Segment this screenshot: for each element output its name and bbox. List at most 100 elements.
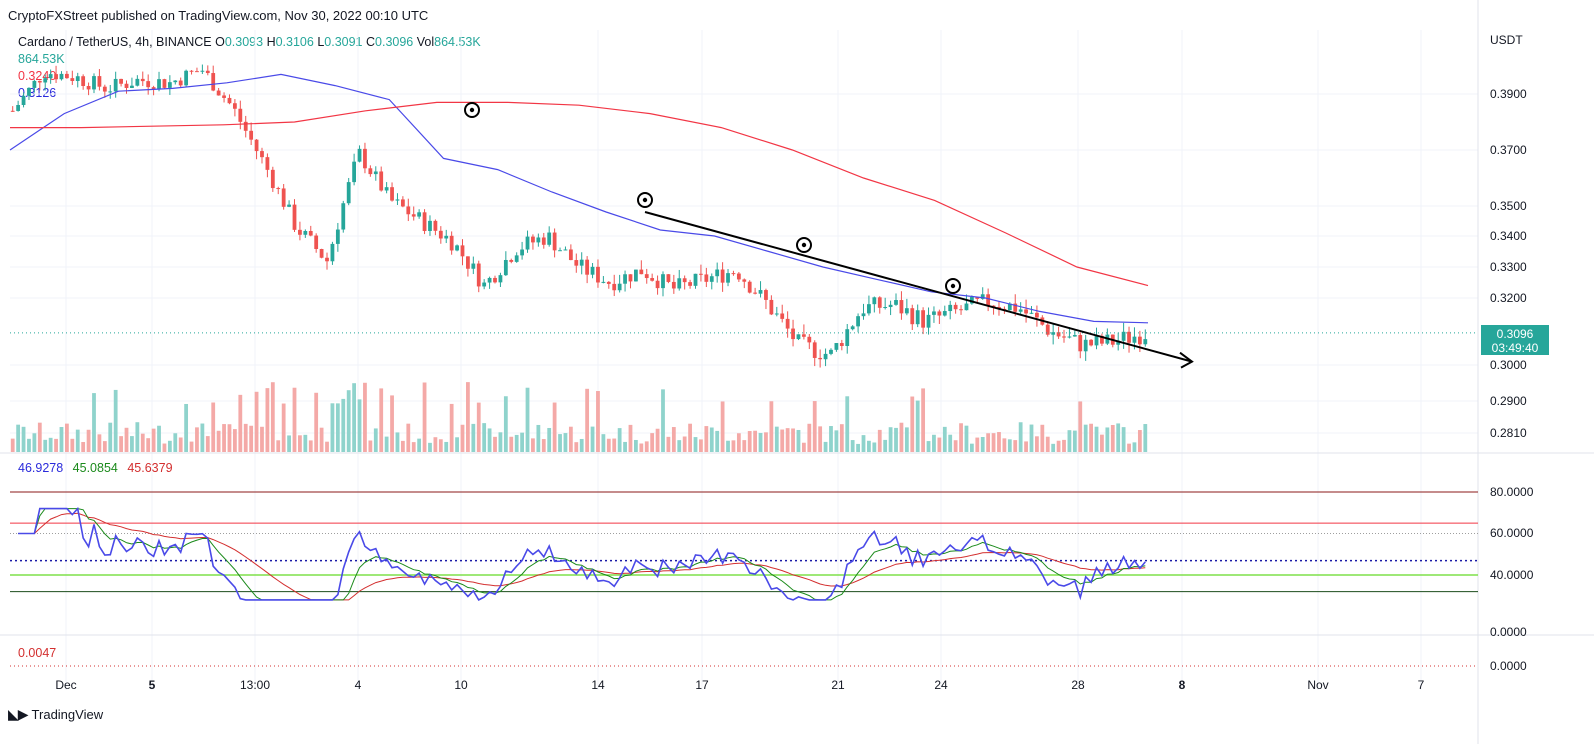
candle-body (915, 310, 920, 325)
candle-body (883, 307, 888, 309)
candle-body (1094, 335, 1099, 346)
time-tick-label: 4 (355, 678, 362, 692)
candle-body (227, 97, 232, 104)
volume-bar (97, 434, 102, 452)
candle-body (888, 304, 893, 308)
candle-body (536, 237, 541, 243)
volume-bar (249, 425, 254, 452)
time-tick-label: 7 (1418, 678, 1425, 692)
trendline-arrowhead (1179, 351, 1194, 369)
candle-body (552, 232, 557, 251)
candle-body (514, 255, 519, 262)
volume-bar (769, 401, 774, 452)
candle-body (991, 305, 996, 307)
candle-body (455, 245, 459, 251)
volume-bar (319, 427, 324, 452)
footer-brand[interactable]: ◣▶ TradingView (8, 706, 103, 723)
candle-body (276, 188, 281, 190)
candle-body (86, 85, 91, 90)
candle-body (1029, 312, 1034, 314)
volume-bar (932, 434, 936, 452)
volume-bar (1094, 426, 1099, 452)
candle-body (173, 80, 178, 83)
volume-bar (823, 441, 828, 452)
volume-bar (899, 422, 904, 452)
candle-body (1078, 335, 1083, 352)
candle-body (845, 329, 850, 346)
volume-bar (1029, 424, 1034, 452)
volume-bar (948, 434, 953, 452)
volume-bar (449, 403, 454, 452)
volume-bar (536, 424, 541, 452)
candle-body (693, 273, 698, 286)
candle-body (688, 282, 692, 286)
candle-body (726, 273, 730, 283)
volume-bars (10, 382, 1148, 452)
candle-body (872, 297, 877, 305)
candle-body (807, 336, 812, 343)
candle-body (27, 87, 31, 96)
candle-body (65, 73, 69, 79)
candle-body (574, 260, 579, 266)
candle-body (650, 278, 655, 281)
volume-bar (606, 438, 611, 452)
volume-bar (335, 403, 340, 452)
candle-body (417, 212, 422, 217)
volume-bar (1110, 424, 1115, 452)
volume-bar (151, 428, 156, 452)
volume-bar (774, 426, 779, 452)
volume-bar (986, 433, 991, 452)
candle-body (677, 278, 682, 289)
rsi-tick-label: 80.0000 (1490, 485, 1534, 499)
price-tick-label: 0.3900 (1490, 87, 1527, 101)
candle-body (921, 310, 926, 328)
candle-body (579, 259, 584, 266)
volume-bar (406, 423, 411, 452)
volume-bar (216, 430, 221, 452)
candle-body (791, 328, 795, 340)
candle-body (671, 281, 676, 289)
brand-name: TradingView (31, 707, 104, 722)
volume-bar (1132, 442, 1137, 452)
trendline (644, 211, 1193, 363)
volume-bar (1137, 430, 1142, 452)
candle-body (346, 182, 351, 204)
volume-bar (1013, 440, 1018, 452)
volume-bar (661, 389, 665, 452)
candle-body (54, 74, 58, 80)
rsi-slow-line (18, 512, 1146, 601)
candle-body (178, 80, 183, 86)
volume-bar (558, 434, 562, 452)
volume-bar (195, 427, 199, 452)
volume-bar (731, 440, 736, 452)
volume-bar (27, 438, 31, 452)
candle-body (444, 235, 449, 239)
volume-bar (785, 428, 790, 452)
volume-bar (503, 396, 508, 452)
candle-body (373, 171, 378, 175)
volume-bar (260, 426, 264, 452)
candle-body (764, 290, 768, 300)
close-value: 0.3096 (375, 35, 414, 49)
volume-bar (1018, 422, 1023, 452)
candle-body (953, 304, 958, 310)
price-tick-label: 0.3000 (1490, 358, 1527, 372)
volume-bar (75, 429, 80, 452)
candle-body (1116, 340, 1121, 345)
time-tick-label: 10 (454, 678, 468, 692)
rsi-pane: 80.0000 60.0000 40.0000 (10, 485, 1534, 601)
candle-body (623, 274, 627, 284)
volume-bar (1062, 439, 1066, 452)
volume-bar (682, 436, 687, 452)
candle-body (222, 95, 226, 98)
volume-bar (43, 439, 48, 452)
volume-bar (601, 434, 606, 452)
volume-bar (390, 395, 394, 452)
volume-bar (834, 430, 839, 452)
volume-bar (639, 443, 644, 452)
volume-bar (1002, 438, 1007, 452)
published-by-text: CryptoFXStreet published on TradingView.… (8, 8, 429, 23)
volume-bar (801, 442, 806, 452)
volume-bar (119, 436, 123, 452)
